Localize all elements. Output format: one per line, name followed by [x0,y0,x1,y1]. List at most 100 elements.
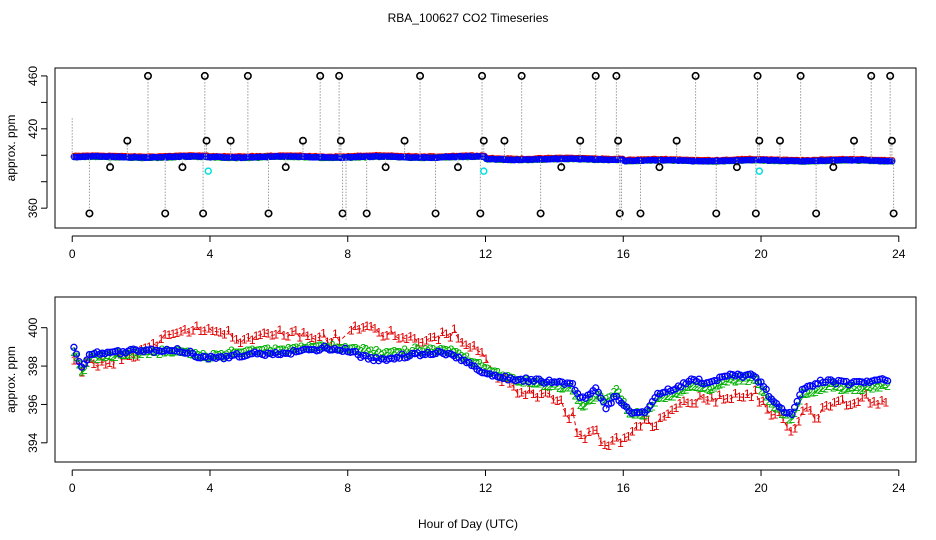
series-3-point [550,378,559,386]
series-1-glyph: 1 [621,431,628,445]
series-2-glyph: 2 [835,380,842,394]
series-1-glyph: 1 [447,331,454,345]
flagged-point [889,209,898,218]
series-1-glyph: 1 [510,379,517,393]
series-3-point [790,403,799,412]
series-2-glyph: 2 [81,363,88,377]
series-2-glyph: 2 [665,389,672,403]
bottom-x-tick-label: 0 [69,481,76,495]
flagged-point [500,136,509,145]
series-2-glyph: 2 [680,383,687,397]
series-1-glyph: 1 [681,394,688,408]
flagged-point [85,209,94,218]
series-1-glyph: 1 [360,321,367,335]
series-1-glyph: 1 [463,338,470,352]
series-3-point [70,343,78,351]
series-2-glyph: 2 [706,383,713,397]
series-3-point [106,348,114,356]
series-1-glyph: 1 [336,334,343,348]
series-2-glyph: 2 [277,343,284,357]
flagged-point [867,71,876,80]
series-3-point [610,393,618,401]
series-2-glyph: 2 [117,348,124,362]
series-3-point [710,376,719,385]
series-1-glyph: 1 [708,391,715,405]
series-1-glyph: 1 [284,330,291,344]
series-1-glyph: 1 [744,387,751,401]
flagged-point [431,209,440,218]
flagged-point [281,163,290,172]
series-1-glyph: 1 [546,387,553,401]
series-1-glyph: 1 [98,355,105,369]
top-y-axis-label: approx. ppm [4,115,18,182]
series-1-glyph: 1 [431,330,438,344]
series-3-point [871,376,879,384]
cyan-point [204,167,213,175]
series-2-glyph: 2 [582,399,589,413]
series-1-glyph: 1 [574,426,581,440]
series-1-glyph: 1 [760,394,767,408]
series-2-glyph: 2 [807,386,814,400]
bottom-y-tick-label: 398 [26,356,40,376]
series-1-glyph: 1 [467,341,474,355]
series-1-glyph: 1 [300,326,307,340]
flagged-point [829,163,838,172]
top-x-tick-label: 20 [754,247,768,261]
series-1-glyph: 1 [589,423,596,437]
series-3-point [300,345,308,354]
top-x-tick-label: 0 [69,247,76,261]
series-1-glyph: 1 [795,414,802,428]
series-2-glyph: 2 [853,380,860,394]
series-2-glyph: 2 [879,378,886,392]
series-1-glyph: 1 [376,325,383,339]
bottom-y-axis-label: approx. ppm [4,346,18,413]
series-1-glyph: 1 [71,354,78,368]
flagged-point [200,71,209,80]
series-2-glyph: 2 [840,381,847,395]
series-2-glyph: 2 [564,381,571,395]
series-2-glyph: 2 [876,380,883,394]
series-1-glyph: 1 [403,332,410,346]
flagged-point [655,163,664,172]
series-3-point [426,350,435,359]
top-y-tick-label: 460 [26,66,40,86]
flagged-point [615,209,624,218]
series-2-glyph: 2 [122,348,129,362]
series-2-glyph: 2 [812,385,819,399]
series-1-glyph: 1 [692,397,699,411]
series-1-glyph: 1 [154,339,161,353]
series-1-glyph: 1 [439,325,446,339]
series-1-glyph: 1 [871,395,878,409]
flagged-point [812,209,821,218]
series-3-point [235,353,243,361]
series-3-point [568,379,577,388]
series-2-glyph: 2 [598,390,605,404]
series-1-glyph: 1 [700,392,707,406]
series-1-glyph: 1 [142,341,149,355]
series-2-glyph: 2 [381,347,388,361]
series-2-glyph: 2 [430,343,437,357]
series-2-glyph: 2 [667,390,674,404]
series-1-glyph: 1 [217,325,224,339]
series-2-glyph: 2 [864,379,871,393]
series-1-glyph: 1 [265,327,272,341]
series-1-glyph: 1 [126,349,133,363]
series-1-glyph: 1 [213,325,220,339]
flagged-point [886,71,895,80]
series-1-glyph: 1 [304,329,311,343]
series-2-glyph: 2 [729,373,736,387]
series-1-glyph: 1 [110,358,117,372]
series-2-glyph: 2 [691,380,698,394]
series-2-glyph: 2 [866,380,873,394]
series-2-glyph: 2 [546,380,553,394]
series-3-point [762,385,770,393]
series-1-glyph: 1 [229,330,236,344]
series-2-glyph: 2 [365,345,372,359]
series-1-glyph: 1 [605,439,612,453]
series-1-glyph: 1 [451,322,458,336]
series-2-glyph: 2 [427,342,434,356]
series-1-glyph: 1 [538,387,545,401]
series-1-glyph: 1 [257,328,264,342]
series-1-glyph: 1 [130,350,137,364]
series-2-glyph: 2 [734,373,741,387]
